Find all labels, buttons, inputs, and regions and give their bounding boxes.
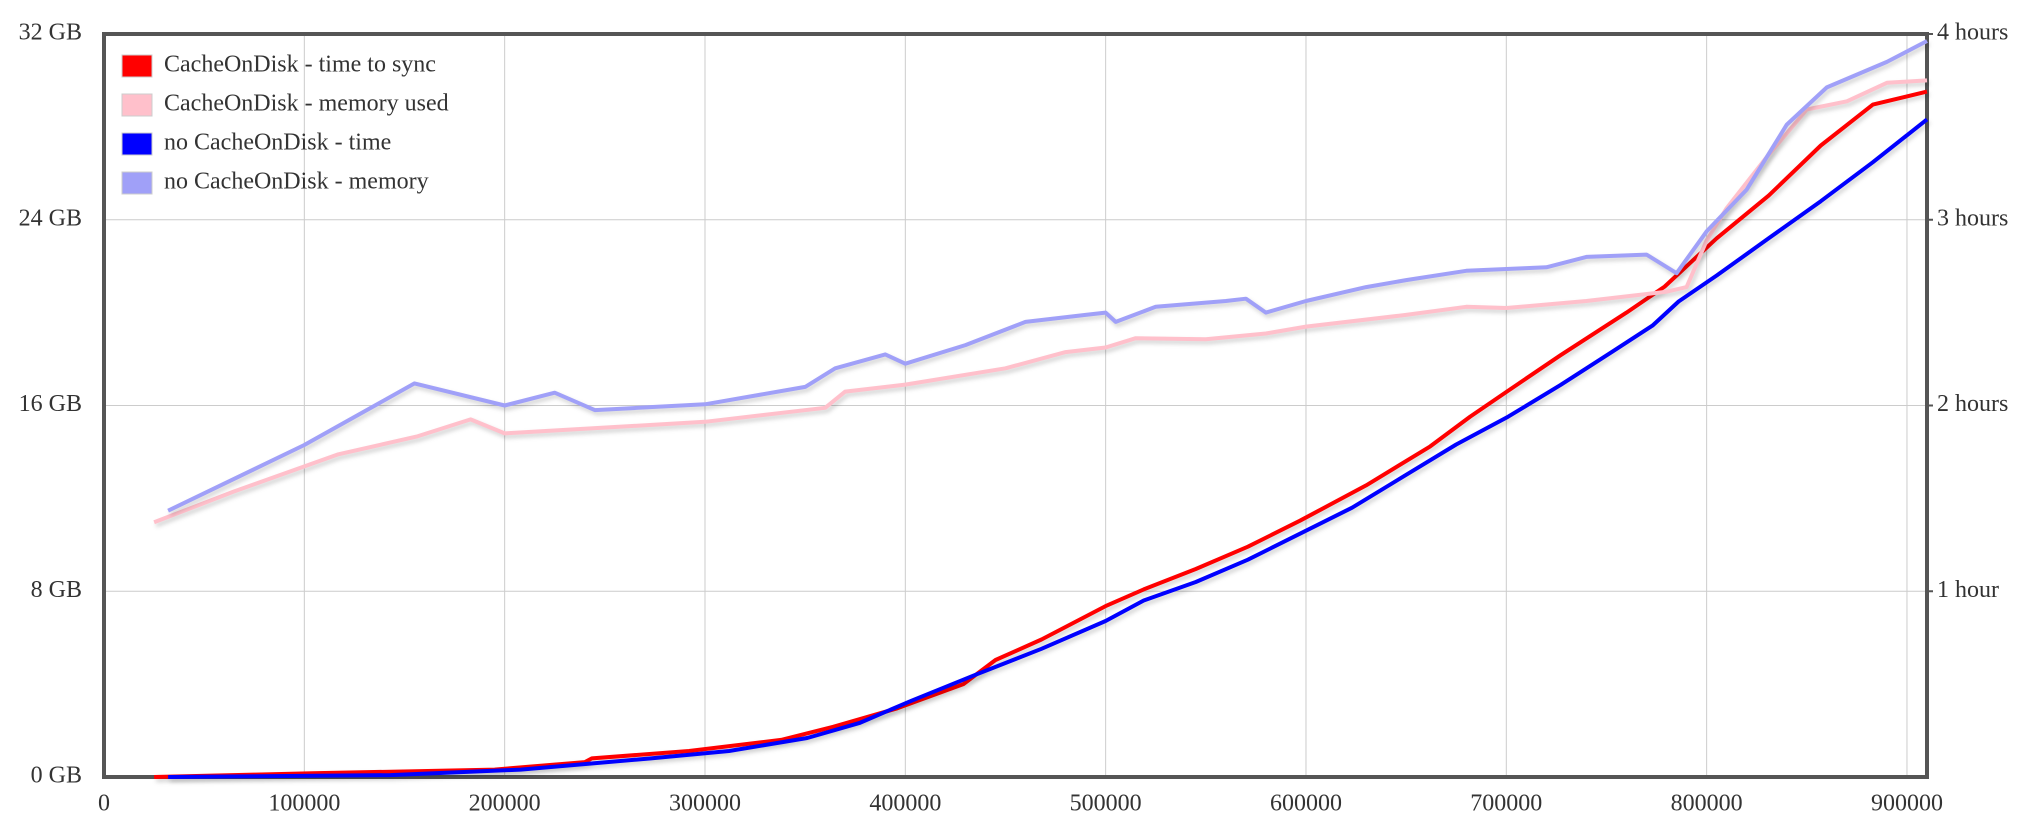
series-line bbox=[168, 117, 1929, 779]
x-tick-label: 400000 bbox=[869, 791, 941, 817]
x-tick-label: 900000 bbox=[1871, 791, 1943, 817]
y-tick-label: 32 GB bbox=[19, 20, 82, 46]
legend-label: CacheOnDisk - time to sync bbox=[164, 52, 436, 78]
legend-swatch bbox=[121, 132, 153, 156]
series-line bbox=[167, 39, 1928, 513]
y2-tick-label: 1 hour bbox=[1937, 577, 1999, 603]
x-tick-label: 800000 bbox=[1671, 791, 1743, 817]
series-line bbox=[153, 78, 1928, 525]
x-tick-label: 200000 bbox=[469, 791, 541, 817]
y-tick-label: 24 GB bbox=[19, 205, 82, 231]
y2-tick-label: 2 hours bbox=[1937, 391, 2008, 417]
legend-swatch bbox=[121, 54, 153, 78]
x-tick-label: 300000 bbox=[669, 791, 741, 817]
series-line bbox=[154, 89, 1928, 779]
y-tick-label: 8 GB bbox=[31, 577, 82, 603]
x-tick-label: 500000 bbox=[1070, 791, 1142, 817]
legend-swatch bbox=[121, 93, 153, 117]
legend-label: no CacheOnDisk - time bbox=[164, 130, 391, 156]
y-tick-label: 0 GB bbox=[31, 763, 82, 789]
x-tick-label: 600000 bbox=[1270, 791, 1342, 817]
x-tick-label: 0 bbox=[98, 791, 110, 817]
x-tick-label: 100000 bbox=[268, 791, 340, 817]
legend-label: CacheOnDisk - memory used bbox=[164, 91, 449, 117]
legend-swatch bbox=[121, 171, 153, 195]
y2-tick-label: 4 hours bbox=[1937, 20, 2008, 46]
legend-label: no CacheOnDisk - memory bbox=[164, 169, 429, 195]
x-tick-label: 700000 bbox=[1470, 791, 1542, 817]
y-tick-label: 16 GB bbox=[19, 391, 82, 417]
y2-tick-label: 3 hours bbox=[1937, 205, 2008, 231]
